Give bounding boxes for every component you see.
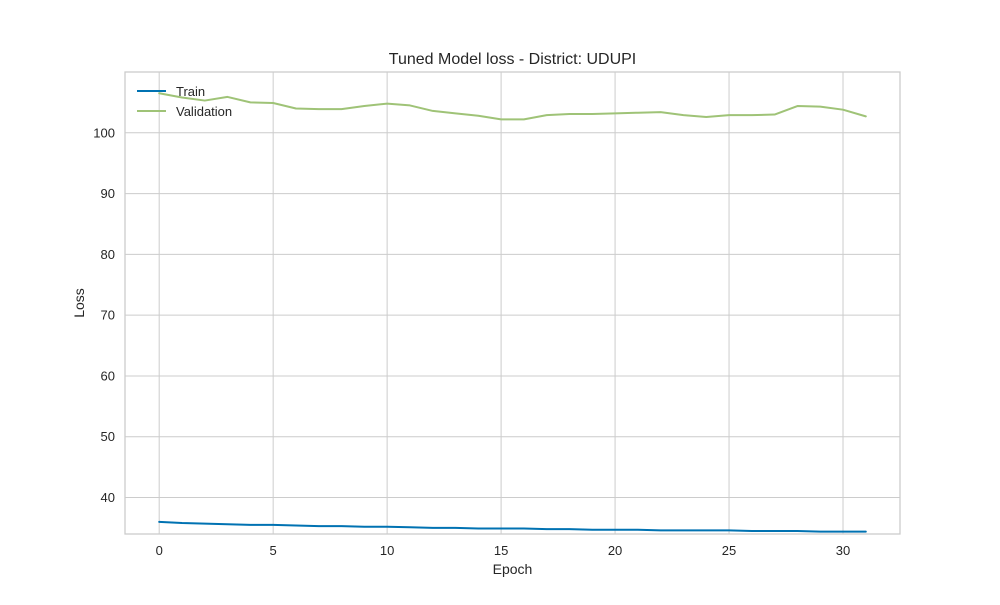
grid (125, 72, 900, 534)
legend: Train Validation (137, 84, 232, 119)
y-tick-label: 90 (101, 186, 115, 201)
y-tick-label: 60 (101, 368, 115, 383)
x-tick-label: 20 (608, 543, 622, 558)
legend-validation-label: Validation (176, 104, 232, 119)
legend-train-label: Train (176, 84, 205, 99)
x-axis-title: Epoch (493, 561, 533, 577)
plot-frame (124, 71, 901, 535)
series-lines (158, 92, 867, 533)
x-tick-label: 5 (270, 543, 277, 558)
plot-area (125, 72, 900, 534)
series-line-train (158, 520, 867, 533)
tick-labels: 0 5 10 15 20 25 30 40 50 60 70 80 90 100 (93, 125, 850, 558)
y-tick-label: 80 (101, 247, 115, 262)
x-tick-label: 30 (836, 543, 850, 558)
y-tick-label: 40 (101, 490, 115, 505)
y-tick-label: 50 (101, 429, 115, 444)
y-axis-title: Loss (71, 288, 87, 318)
x-tick-label: 0 (156, 543, 163, 558)
y-tick-label: 70 (101, 308, 115, 323)
x-tick-label: 15 (494, 543, 508, 558)
chart-title: Tuned Model loss - District: UDUPI (389, 51, 636, 68)
y-tick-label: 100 (93, 125, 115, 140)
series-line-validation (158, 92, 867, 121)
x-tick-label: 25 (722, 543, 736, 558)
x-tick-label: 10 (380, 543, 394, 558)
